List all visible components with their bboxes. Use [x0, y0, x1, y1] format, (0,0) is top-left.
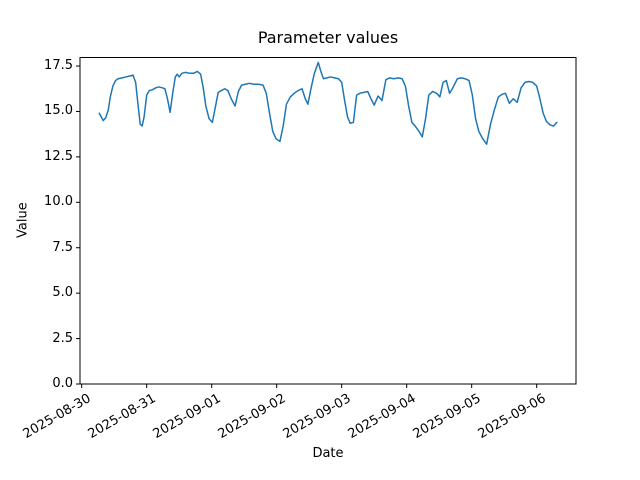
y-tick-label: 10.0	[44, 194, 73, 210]
x-axis-label: Date	[312, 446, 344, 461]
chart-title: Parameter values	[257, 28, 399, 47]
y-tick-label: 5.0	[52, 285, 73, 301]
y-tick-label: 0.0	[52, 376, 73, 391]
y-tick-label: 15.0	[44, 103, 73, 119]
y-tick-label: 12.5	[44, 148, 73, 164]
y-tick-label: 17.5	[44, 58, 73, 74]
y-tick-label: 2.5	[52, 330, 73, 346]
axes-spines	[79, 57, 577, 385]
data-line	[98, 61, 558, 145]
y-tick-label: 7.5	[52, 239, 73, 255]
